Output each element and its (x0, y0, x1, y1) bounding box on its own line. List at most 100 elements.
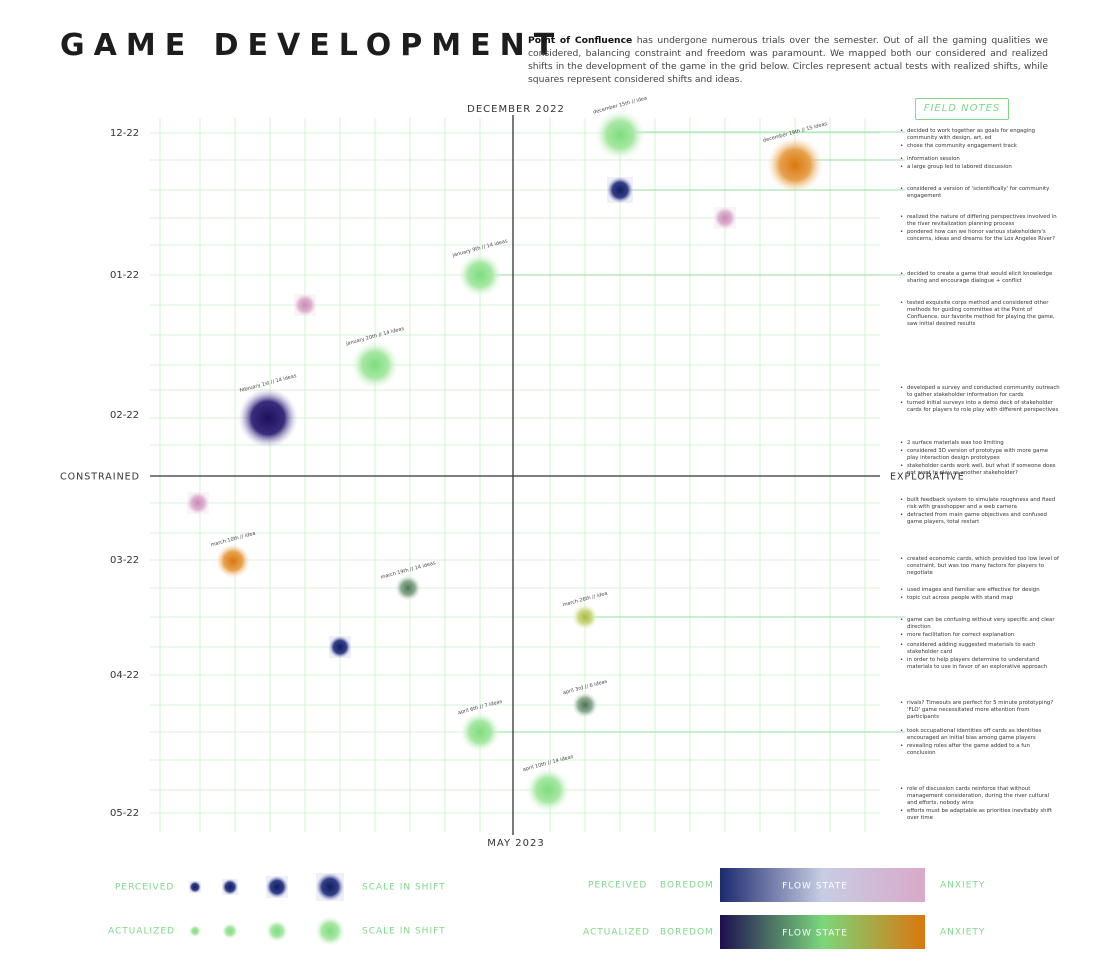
legend-label: ANXIETY (940, 881, 985, 891)
note: took occupational identities off cards a… (900, 728, 1060, 742)
note: realized the nature of differing perspec… (900, 214, 1060, 228)
note: stakeholder cards work well, but what if… (900, 463, 1060, 477)
legend-label: FLOW STATE (782, 882, 848, 892)
note: decided to create a game that would elic… (900, 271, 1060, 285)
note-group: decided to create a game that would elic… (900, 271, 1060, 286)
note: 2 surface materials was too limiting (900, 440, 1060, 447)
legend-circle (315, 916, 345, 946)
square-marker (714, 207, 736, 229)
intro: Point of Confluence has undergone numero… (528, 34, 1048, 86)
legend-label: SCALE IN SHIFT (362, 927, 446, 937)
note-group: game can be confusing without very speci… (900, 617, 1060, 640)
note-group: tested exquisite corps method and consid… (900, 300, 1060, 329)
legend-label: SCALE IN SHIFT (362, 883, 446, 893)
top-axis-label: DECEMBER 2022 (467, 104, 565, 115)
note-group: used images and familiar are effective f… (900, 587, 1060, 603)
bottom-axis-label: MAY 2023 (487, 838, 544, 849)
note-group: realized the nature of differing perspec… (900, 214, 1060, 244)
circle-marker (595, 110, 645, 160)
legend-square (222, 879, 238, 895)
circle-marker (572, 692, 598, 718)
legend-label: ACTUALIZED (583, 928, 650, 938)
grid: 12-22 01-22 02-22 03-22 04-22 05-22 (110, 118, 905, 832)
square-marker (607, 177, 633, 203)
note: considered 3D version of prototype with … (900, 448, 1060, 462)
note: a large group led to labored discussion (900, 164, 1060, 171)
note-group: 2 surface materials was too limitingcons… (900, 440, 1060, 478)
legend-square (266, 876, 288, 898)
gradient-bar (720, 868, 925, 902)
note: considered adding suggested materials to… (900, 642, 1060, 656)
row-label: 04-22 (110, 670, 139, 681)
circle-marker (216, 544, 250, 578)
gradient-bar (720, 915, 925, 949)
left-axis-label: CONSTRAINED (60, 472, 140, 483)
note-group: considered a version of 'scientifically'… (900, 186, 1060, 201)
note-group: information sessiona large group led to … (900, 156, 1060, 172)
note: considered a version of 'scientifically'… (900, 186, 1060, 200)
note: in order to help players determine to un… (900, 657, 1060, 671)
note: information session (900, 156, 1060, 163)
note-group: considered adding suggested materials to… (900, 642, 1060, 672)
legend-label: FLOW STATE (782, 929, 848, 939)
row-label: 03-22 (110, 555, 139, 566)
note-group: decided to work together as goals for en… (900, 128, 1060, 151)
circle-marker (572, 604, 598, 630)
circle-marker (767, 137, 823, 193)
circle-marker (460, 712, 500, 752)
circle-marker (238, 388, 298, 448)
note: built feedback system to simulate roughn… (900, 497, 1060, 511)
note-group: took occupational identities off cards a… (900, 728, 1060, 758)
note: pondered how can we honor various stakeh… (900, 229, 1060, 243)
legend-label: BOREDOM (660, 928, 714, 938)
note: detracted from main game objectives and … (900, 512, 1060, 526)
note: efforts must be adaptable as priorities … (900, 808, 1060, 822)
note: used images and familiar are effective f… (900, 587, 1060, 594)
title: GAME DEVELOPMENT (60, 28, 564, 63)
legend-square (189, 881, 201, 893)
legend-label: PERCEIVED (588, 881, 647, 891)
note: decided to work together as goals for en… (900, 128, 1060, 142)
note: tested exquisite corps method and consid… (900, 300, 1060, 328)
row-label: 02-22 (110, 410, 139, 421)
legend-label: PERCEIVED (115, 883, 174, 893)
intro-text: has undergone numerous trials over the s… (528, 35, 1048, 85)
circle-marker (526, 768, 570, 812)
note-group: built feedback system to simulate roughn… (900, 497, 1060, 527)
legend: PERCEIVED SCALE IN SHIFT ACTUALIZED SCAL… (108, 868, 985, 949)
field-notes-title: FIELD NOTES (915, 98, 1009, 120)
note: chose the community engagement track (900, 143, 1060, 150)
square-marker (294, 294, 316, 316)
note: game can be confusing without very speci… (900, 617, 1060, 631)
legend-circle (189, 925, 201, 937)
circle-marker (351, 341, 399, 389)
note: revealing roles after the game added to … (900, 743, 1060, 757)
note-group: rivals? Timeouts are perfect for 5 minut… (900, 700, 1060, 722)
right-axis-label: EXPLORATIVE (890, 472, 965, 483)
row-label: 05-22 (110, 808, 139, 819)
note-group: role of discussion cards reinforce that … (900, 786, 1060, 823)
legend-circle (266, 920, 288, 942)
square-marker (187, 492, 209, 514)
intro-bold: Point of Confluence (528, 35, 633, 46)
note: created economic cards, which provided t… (900, 556, 1060, 577)
square-marker (329, 636, 351, 658)
legend-circle (222, 923, 238, 939)
note-group: developed a survey and conducted communi… (900, 385, 1060, 415)
note: more facilitation for correct explanatio… (900, 632, 1060, 639)
row-label: 12-22 (110, 128, 139, 139)
note: developed a survey and conducted communi… (900, 385, 1060, 399)
note: turned initial surveys into a demo deck … (900, 400, 1060, 414)
circle-marker (458, 253, 502, 297)
legend-label: BOREDOM (660, 881, 714, 891)
note-group: created economic cards, which provided t… (900, 556, 1060, 578)
legend-label: ACTUALIZED (108, 927, 175, 937)
note: topic cut across people with stand map (900, 595, 1060, 602)
circle-marker (395, 575, 421, 601)
row-label: 01-22 (110, 270, 139, 281)
note: rivals? Timeouts are perfect for 5 minut… (900, 700, 1060, 721)
legend-label: ANXIETY (940, 928, 985, 938)
